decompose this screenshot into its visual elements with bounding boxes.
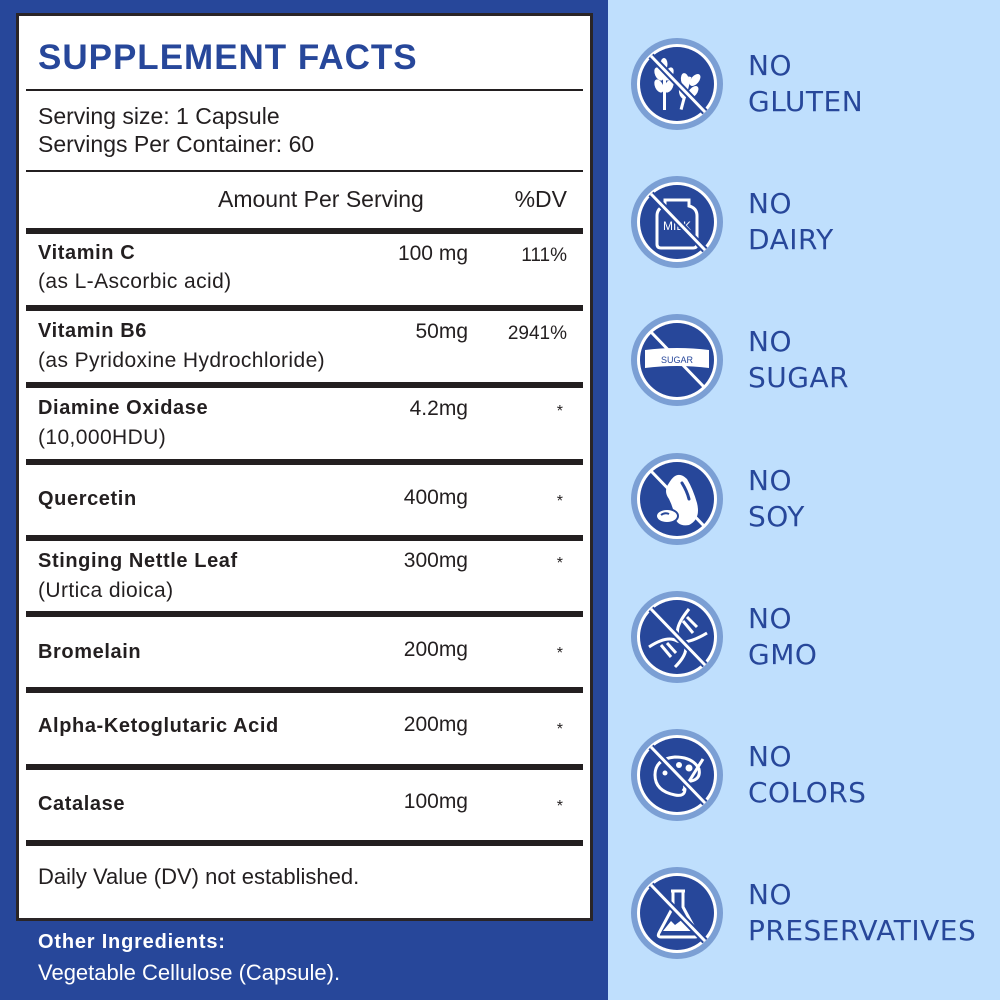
ingredient-amount: 50mg: [415, 320, 468, 343]
ingredient-amount: 4.2mg: [409, 397, 468, 420]
ingredient-name: Diamine Oxidase: [38, 397, 209, 419]
divider-thick: [26, 840, 583, 846]
ingredient-amount: 300mg: [403, 549, 468, 572]
dv-header: %DV: [514, 186, 567, 212]
ingredient-dv: *: [556, 798, 563, 815]
badge-label-line2: GLUTEN: [748, 85, 864, 118]
badge-label-line1: NO: [748, 49, 792, 82]
supplement-facts-panel: SUPPLEMENT FACTS Serving size: 1 Capsule…: [16, 13, 593, 921]
ingredient-name: Stinging Nettle Leaf: [38, 550, 238, 572]
badge-label-line1: NO: [748, 187, 792, 220]
ingredient-sub: (Urtica dioica): [38, 579, 174, 602]
badge-label-line1: NO: [748, 602, 792, 635]
ingredient-amount: 200mg: [403, 713, 468, 736]
divider-thick: [26, 764, 583, 770]
ingredient-sub: (10,000HDU): [38, 426, 167, 449]
ingredient-sub: (as Pyridoxine Hydrochloride): [38, 349, 326, 372]
ingredient-dv: *: [556, 493, 563, 510]
svg-text:SUGAR: SUGAR: [661, 355, 694, 365]
ingredient-amount: 200mg: [403, 638, 468, 661]
divider-thick: [26, 535, 583, 541]
other-ingredients-text: Vegetable Cellulose (Capsule).: [38, 960, 341, 985]
badge-label-line2: PRESERVATIVES: [748, 914, 977, 947]
ingredient-name: Bromelain: [38, 641, 142, 663]
ingredient-name: Quercetin: [38, 488, 137, 510]
badge-label-line1: NO: [748, 325, 792, 358]
ingredient-dv: *: [556, 403, 563, 420]
ingredient-name: Vitamin C: [38, 242, 136, 264]
ingredient-sub: (as L-Ascorbic acid): [38, 270, 232, 293]
divider-thick: [26, 382, 583, 388]
badge-label-line2: GMO: [748, 638, 818, 671]
dv-note: Daily Value (DV) not established.: [38, 864, 360, 889]
ingredient-amount: 100mg: [403, 790, 468, 813]
badge-label-line1: NO: [748, 464, 792, 497]
other-ingredients-title: Other Ingredients:: [38, 931, 226, 953]
milk-icon: MILK: [631, 176, 723, 268]
ingredient-name: Vitamin B6: [38, 320, 147, 342]
divider-thick: [26, 305, 583, 311]
divider-thick: [26, 611, 583, 617]
dna-icon: [631, 591, 723, 683]
divider-thick: [26, 459, 583, 465]
ingredient-name: Alpha-Ketoglutaric Acid: [38, 715, 279, 737]
badge-label-line2: DAIRY: [748, 223, 834, 256]
ingredient-dv: *: [556, 645, 563, 662]
ingredient-dv: *: [556, 721, 563, 738]
ingredient-name: Catalase: [38, 793, 126, 815]
palette-icon: [631, 729, 723, 821]
serving-size: Serving size: 1 Capsule: [38, 103, 280, 129]
facts-title: SUPPLEMENT FACTS: [38, 38, 418, 77]
servings-per-container: Servings Per Container: 60: [38, 131, 315, 157]
divider-thick: [26, 228, 583, 234]
wheat-icon: [631, 38, 723, 130]
badge-label-line2: SOY: [748, 500, 805, 533]
ingredient-amount: 400mg: [403, 486, 468, 509]
ingredient-amount: 100 mg: [397, 242, 468, 265]
divider-thick: [26, 687, 583, 693]
soybean-icon: [631, 453, 723, 545]
sugar-icon: SUGAR: [631, 314, 723, 406]
divider: [26, 170, 583, 172]
flask-icon: [631, 867, 723, 959]
ingredient-dv: *: [556, 555, 563, 572]
badge-label-line1: NO: [748, 878, 792, 911]
ingredient-dv: 2941%: [507, 323, 567, 344]
ingredient-dv: 111%: [521, 245, 567, 266]
badge-label-line2: SUGAR: [748, 361, 850, 394]
divider: [26, 89, 583, 91]
badge-label-line2: COLORS: [748, 776, 867, 809]
amount-header: Amount Per Serving: [218, 186, 424, 212]
badge-label-line1: NO: [748, 740, 792, 773]
